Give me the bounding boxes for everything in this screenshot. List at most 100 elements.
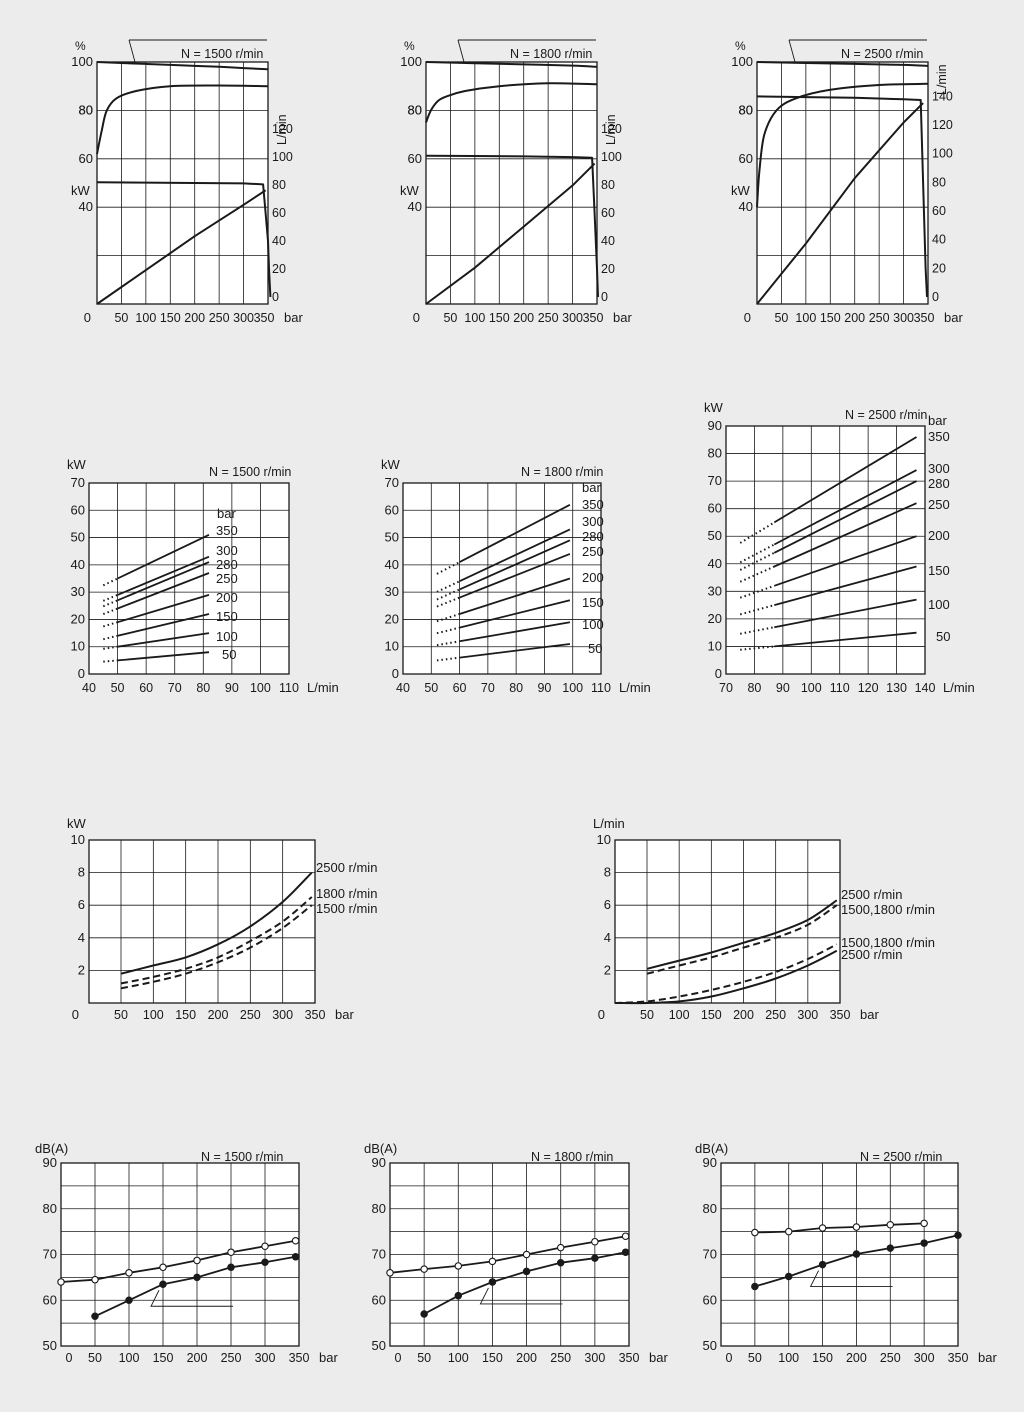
y-tick-label: 4 — [78, 930, 85, 945]
y-right-tick-label: 0 — [932, 290, 939, 304]
y-tick-label: 0 — [715, 666, 722, 681]
x-axis-unit: L/min — [943, 680, 975, 695]
y-right-tick-label: 120 — [272, 122, 293, 136]
series-label: 1500,1800 r/min — [841, 902, 935, 917]
x-tick-label: 200 — [846, 1351, 867, 1365]
y-tick-label: 100 — [71, 54, 93, 69]
series-label: 150 — [216, 609, 238, 624]
y-right-tick-label: 0 — [601, 290, 608, 304]
x-tick-label: 300 — [255, 1351, 276, 1365]
x-tick-label: 200 — [187, 1351, 208, 1365]
x-tick-label: 110 — [279, 681, 299, 695]
series-label: 300 — [582, 514, 604, 529]
x-tick-label: 350 — [583, 311, 604, 325]
extrapolated-line — [740, 645, 775, 651]
x-tick-label: 100 — [135, 311, 156, 325]
chart-noise-2500: dB(A) 50 60 70 80 90 0 50 100 150 200 250 300 350 bar N… — [695, 1141, 997, 1365]
x-axis-unit: L/min — [619, 680, 651, 695]
y-right-tick-label: 140 — [932, 89, 953, 103]
x-tick-label: 100 — [562, 681, 583, 695]
x-tick-label: 300 — [893, 311, 914, 325]
power-line — [425, 162, 596, 305]
noise-point-filled — [784, 1272, 793, 1281]
x-tick-label: 250 — [240, 1008, 261, 1022]
noise-line-open — [389, 1235, 626, 1274]
series-label: 250 — [216, 571, 238, 586]
series-label: 2500 r/min — [316, 860, 377, 875]
x-tick-label: 0 — [66, 1351, 73, 1365]
x-tick-label: 40 — [396, 681, 410, 695]
noise-point-filled — [227, 1263, 235, 1272]
y-tick-label: 20 — [385, 611, 399, 626]
loss-curve — [614, 943, 838, 1004]
extrapolated-line — [739, 584, 775, 599]
noise-point-filled — [522, 1267, 531, 1276]
x-tick-label: 110 — [830, 681, 850, 695]
y-tick-label: 20 — [71, 611, 85, 626]
series-label: 2500 r/min — [841, 947, 902, 962]
y-tick-label: 8 — [604, 865, 611, 880]
pressure-line-200 — [774, 535, 917, 587]
chart-noise-1500: dB(A) 50 60 70 80 90 0 50 100 150 200 250 300 350 bar N… — [35, 1141, 338, 1365]
y-tick-label: 80 — [79, 102, 93, 117]
noise-point-filled — [621, 1248, 630, 1256]
y-tick-label: 80 — [372, 1201, 386, 1216]
y-tick-label: 50 — [43, 1338, 57, 1353]
y-right-tick-label: 100 — [272, 150, 293, 164]
y-tick-label: 10 — [71, 639, 85, 654]
x-axis-unit: bar — [649, 1350, 668, 1365]
y-tick-label: 50 — [703, 1338, 717, 1353]
noise-point-open — [852, 1223, 861, 1231]
pressure-line-100 — [459, 621, 571, 643]
y-tick-label: 70 — [703, 1247, 717, 1262]
y-tick-label: 4 — [604, 930, 611, 945]
noise-point-filled — [556, 1258, 565, 1267]
y-right-tick-label: 100 — [932, 147, 953, 161]
noise-point-open — [57, 1278, 65, 1286]
loss-curve — [646, 904, 838, 975]
series-label: 150 — [928, 563, 950, 578]
x-tick-label: 50 — [443, 311, 457, 325]
x-tick-label: 350 — [289, 1351, 310, 1365]
y-tick-label: 6 — [78, 897, 85, 912]
x-tick-label: 120 — [858, 681, 879, 695]
pressure-line-50 — [117, 651, 210, 662]
plot-area — [88, 839, 316, 1004]
x-axis-unit: bar — [944, 310, 963, 325]
noise-point-open — [784, 1227, 793, 1236]
x-tick-label: 50 — [114, 1008, 128, 1022]
noise-point-open — [556, 1243, 565, 1252]
y-tick-label: 90 — [703, 1155, 717, 1170]
series-label: 200 — [928, 528, 950, 543]
pressure-line-200 — [117, 594, 210, 624]
x-tick-label: 200 — [516, 1351, 537, 1365]
y-tick-label: 80 — [408, 102, 422, 117]
x-tick-label: 100 — [464, 311, 485, 325]
y-right-tick-label: 80 — [932, 175, 946, 189]
y-tick-label: 60 — [708, 501, 722, 516]
y-tick-label: 50 — [385, 530, 399, 545]
y-tick-label: 40 — [79, 199, 93, 214]
noise-point-open — [886, 1221, 895, 1229]
pressure-line-150 — [459, 599, 571, 629]
series-label: 100 — [928, 597, 950, 612]
chart-title: N = 1800 r/min — [510, 47, 592, 61]
x-origin-label: 0 — [744, 310, 751, 325]
pressure-line-300 — [773, 469, 917, 546]
series-label: 200 — [582, 570, 604, 585]
noise-point-filled — [818, 1260, 827, 1269]
x-tick-label: 0 — [726, 1351, 733, 1365]
y-tick-label: 30 — [385, 584, 399, 599]
x-axis-unit: bar — [613, 310, 632, 325]
series-label: 200 — [216, 590, 238, 605]
series-label: 150 — [582, 595, 604, 610]
y-tick-label: 40 — [385, 557, 399, 572]
plot-area — [88, 482, 290, 675]
y-right-tick-label: 120 — [601, 122, 622, 136]
x-tick-label: 300 — [797, 1008, 818, 1022]
chart-title: N = 2500 r/min — [845, 408, 927, 422]
chart-power-1500: kW 0 10 20 30 40 50 60 70 40 50 60 70 80 90 100 110 L/min… — [67, 457, 339, 695]
flow-line — [96, 181, 272, 298]
x-tick-label: 150 — [175, 1008, 196, 1022]
x-tick-label: 100 — [119, 1351, 140, 1365]
